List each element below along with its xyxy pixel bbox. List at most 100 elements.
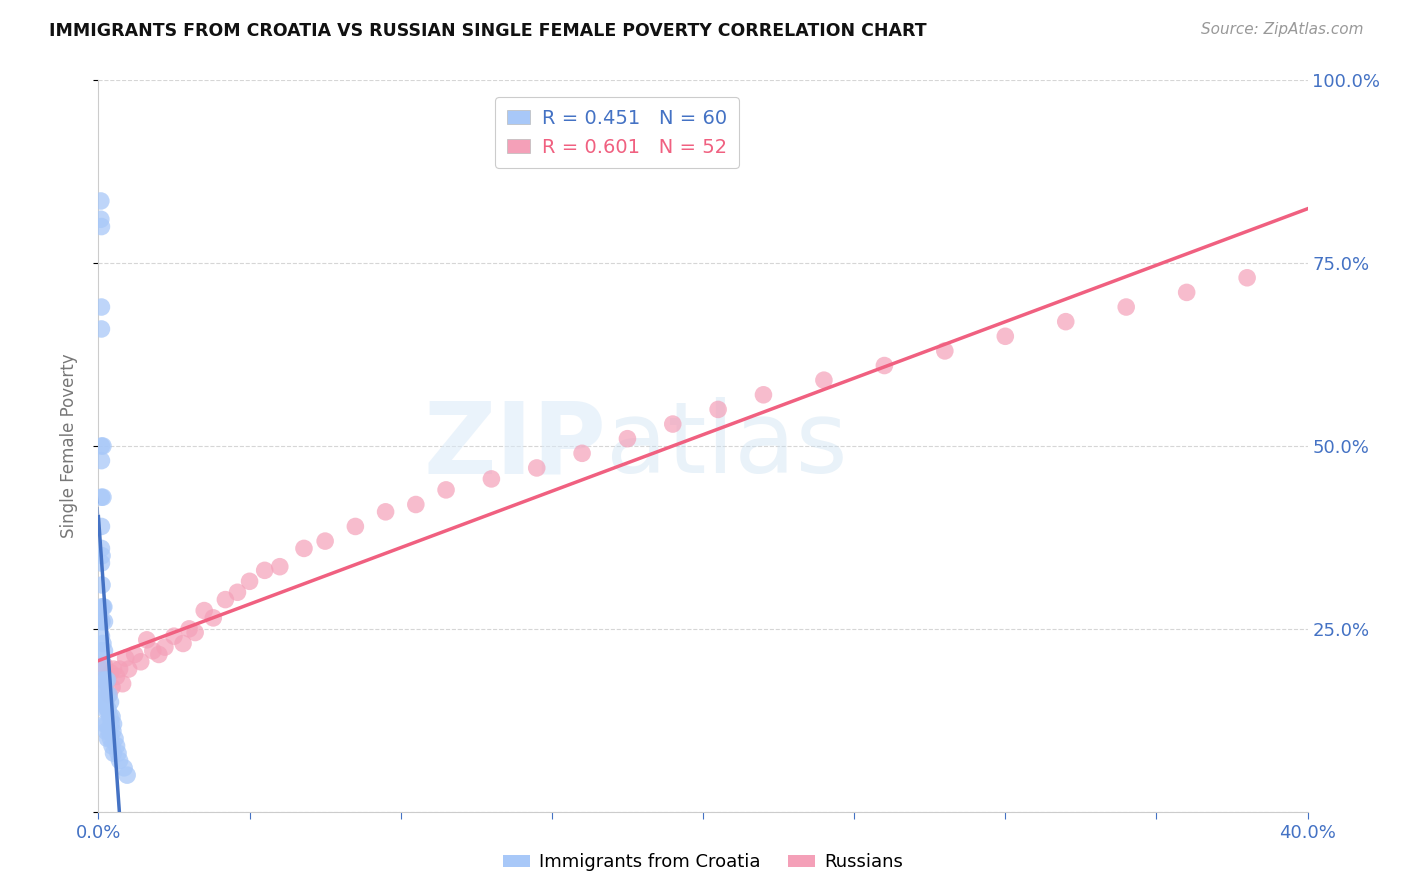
Point [93,695,115,709]
Point [129,655,152,669]
Point [124,648,146,662]
Point [93,644,115,658]
Point [434,483,457,497]
Point [100,695,122,709]
Point [93,695,115,709]
Point [90,212,112,227]
Point [90,453,112,467]
Text: Source: ZipAtlas.com: Source: ZipAtlas.com [1201,22,1364,37]
Point [571,446,593,460]
Point [91,578,114,592]
Point [111,676,134,690]
Point [90,644,112,658]
Point [114,651,136,665]
Point [94,724,117,739]
Point [163,629,186,643]
Point [481,472,503,486]
Point [90,541,112,556]
Text: ZIP: ZIP [423,398,606,494]
Point [98,688,121,702]
Legend: Immigrants from Croatia, Russians: Immigrants from Croatia, Russians [496,847,910,879]
Point [526,461,548,475]
Point [94,673,117,687]
Point [90,490,112,504]
Point [374,505,396,519]
Point [98,688,121,702]
Point [90,300,112,314]
Point [184,625,207,640]
Point [96,688,118,702]
Point [934,343,956,358]
Point [314,534,336,549]
Point [100,717,122,731]
Point [135,632,157,647]
Point [90,615,112,629]
Point [96,673,118,687]
Point [101,739,124,753]
Point [115,768,138,782]
Point [90,194,112,208]
Point [142,644,165,658]
Point [90,662,112,676]
Point [101,681,124,695]
Text: atlas: atlas [606,398,848,494]
Point [104,731,127,746]
Point [90,322,112,336]
Point [105,739,128,753]
Point [97,702,120,716]
Point [112,761,135,775]
Text: IMMIGRANTS FROM CROATIA VS RUSSIAN SINGLE FEMALE POVERTY CORRELATION CHART: IMMIGRANTS FROM CROATIA VS RUSSIAN SINGL… [49,22,927,40]
Point [253,563,276,577]
Point [90,519,112,533]
Point [108,754,131,768]
Point [101,724,124,739]
Point [93,615,115,629]
Point [96,731,118,746]
Point [91,490,114,504]
Point [873,359,896,373]
Point [94,702,117,716]
Point [90,556,112,570]
Point [616,432,638,446]
Point [100,665,122,680]
Point [96,702,118,716]
Point [813,373,835,387]
Point [118,662,141,676]
Point [101,709,124,723]
Point [91,681,114,695]
Point [98,724,121,739]
Point [994,329,1017,343]
Point [91,615,114,629]
Point [405,498,427,512]
Point [107,746,129,760]
Point [103,717,125,731]
Point [105,669,128,683]
Point [179,622,201,636]
Point [91,636,114,650]
Point [91,439,114,453]
Point [269,559,291,574]
Point [292,541,315,556]
Point [1115,300,1137,314]
Point [96,717,118,731]
Point [91,673,114,687]
Point [752,388,775,402]
Point [226,585,249,599]
Point [1236,270,1258,285]
Point [90,629,112,643]
Point [344,519,367,533]
Point [202,611,225,625]
Point [94,695,117,709]
Point [93,599,115,614]
Point [172,636,194,650]
Point [91,599,114,614]
Point [1054,315,1077,329]
Point [96,669,118,683]
Point [193,603,215,617]
Point [214,592,236,607]
Point [1175,285,1198,300]
Point [94,676,117,690]
Point [108,662,131,676]
Point [90,658,112,673]
Point [153,640,176,655]
